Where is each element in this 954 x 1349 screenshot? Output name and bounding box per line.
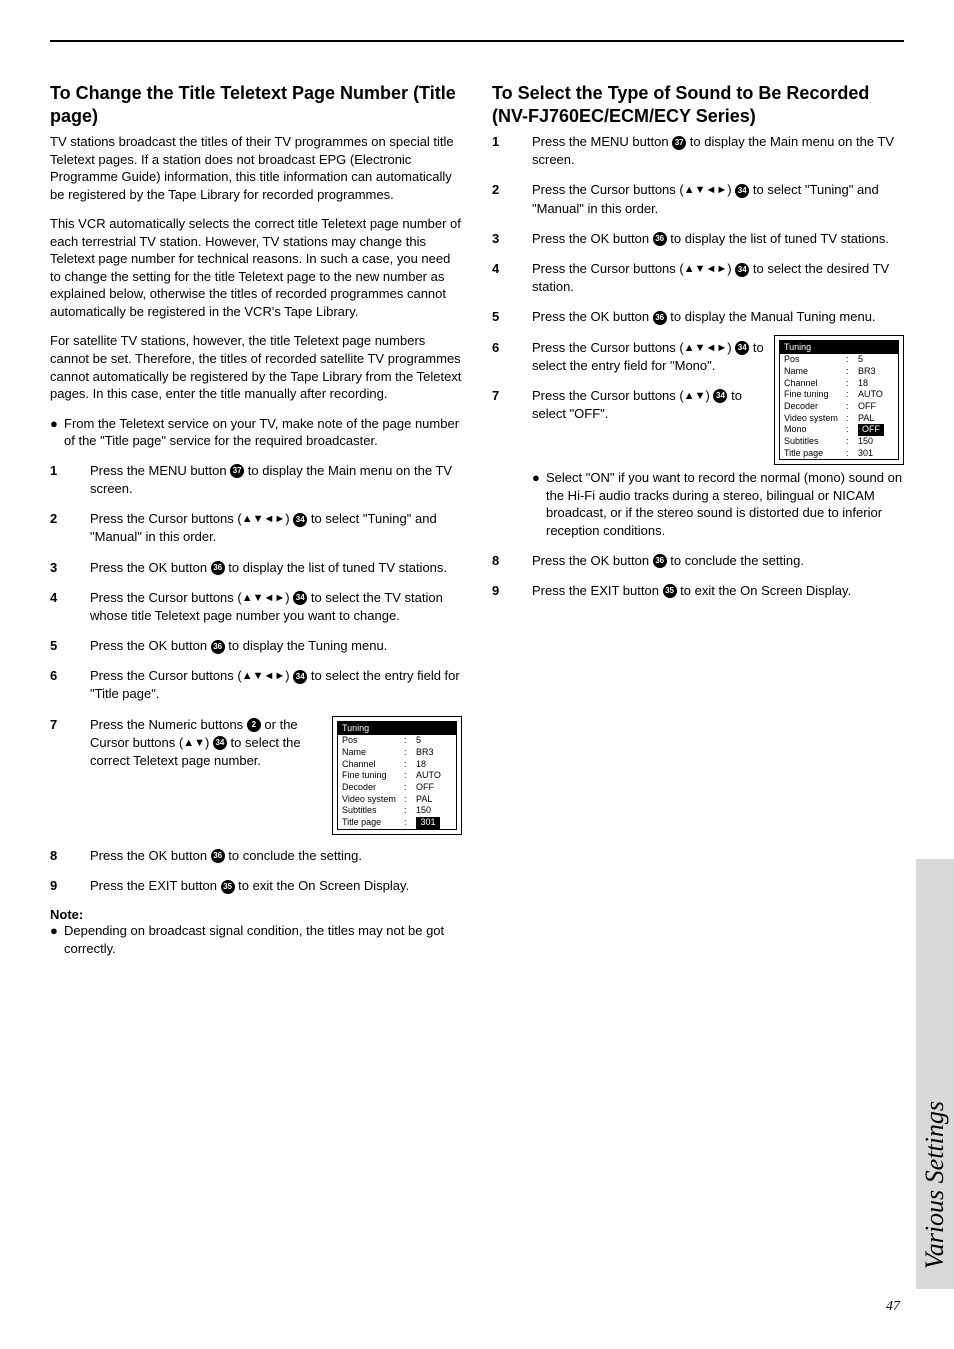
tuning-row: Title page:301 [338, 817, 456, 829]
right-step-7-bullet-text: Select "ON" if you want to record the no… [546, 469, 904, 539]
right-heading: To Select the Type of Sound to Be Record… [492, 82, 904, 127]
left-p2: This VCR automatically selects the corre… [50, 215, 462, 320]
tuning-row: Subtitles:150 [338, 805, 456, 817]
ref-34-icon: 34 [713, 389, 727, 403]
right-step-7-bullet: ● Select "ON" if you want to record the … [492, 465, 904, 539]
ref-34-icon: 34 [293, 591, 307, 605]
right-step-6: 6 Press the Cursor buttons (▲▼◄►) 34 to … [492, 339, 768, 375]
left-bullet: ● From the Teletext service on your TV, … [50, 415, 462, 450]
arrows4-icon: ▲▼◄► [242, 513, 286, 525]
tuning-row: Video system:PAL [338, 794, 456, 806]
ref-36-icon: 36 [653, 311, 667, 325]
tuning-row: Name:BR3 [780, 366, 898, 378]
arrows4-icon: ▲▼◄► [684, 341, 728, 353]
ref-2-icon: 2 [247, 718, 261, 732]
ref-35-icon: 35 [221, 880, 235, 894]
tuning-row: Pos:5 [338, 735, 456, 747]
arrows4-icon: ▲▼◄► [684, 184, 728, 196]
left-step-8: 8 Press the OK button 36 to conclude the… [50, 847, 462, 865]
ref-36-icon: 36 [211, 849, 225, 863]
ref-34-icon: 34 [213, 736, 227, 750]
tuning-row: Video system:PAL [780, 413, 898, 425]
tuning-box-right: Tuning Pos:5Name:BR3Channel:18Fine tunin… [774, 335, 904, 466]
ref-34-icon: 34 [293, 670, 307, 684]
ref-34-icon: 34 [735, 263, 749, 277]
ref-37-icon: 37 [672, 136, 686, 150]
right-step-5: 5 Press the OK button 36 to display the … [492, 308, 904, 326]
left-step-3: 3 Press the OK button 36 to display the … [50, 559, 462, 577]
right-step-9: 9 Press the EXIT button 35 to exit the O… [492, 582, 904, 600]
tuning-row: Channel:18 [780, 378, 898, 390]
arrows4-icon: ▲▼◄► [242, 670, 286, 682]
left-column: To Change the Title Teletext Page Number… [50, 82, 462, 969]
left-bullet-text: From the Teletext service on your TV, ma… [64, 415, 462, 450]
arrows4-icon: ▲▼◄► [684, 263, 728, 275]
note-label: Note: [50, 907, 462, 922]
ref-36-icon: 36 [653, 554, 667, 568]
tuning-row: Pos:5 [780, 354, 898, 366]
arrows2-icon: ▲▼ [684, 390, 706, 402]
left-step-7: 7 Press the Numeric buttons 2 or the Cur… [50, 716, 462, 835]
left-step-1: 1 Press the MENU button 37 to display th… [50, 462, 462, 498]
note-text: Depending on broadcast signal condition,… [64, 922, 462, 957]
left-step-4: 4 Press the Cursor buttons (▲▼◄►) 34 to … [50, 589, 462, 625]
tuning-row: Decoder:OFF [338, 782, 456, 794]
ref-37-icon: 37 [230, 464, 244, 478]
right-step-1: 1 Press the MENU button 37 to display th… [492, 133, 904, 169]
left-p1: TV stations broadcast the titles of thei… [50, 133, 462, 203]
top-rule [50, 40, 904, 42]
tuning-row: Fine tuning:AUTO [338, 770, 456, 782]
ref-36-icon: 36 [211, 640, 225, 654]
note-bullet: ● Depending on broadcast signal conditio… [50, 922, 462, 957]
tuning-row: Decoder:OFF [780, 401, 898, 413]
right-step-2: 2 Press the Cursor buttons (▲▼◄►) 34 to … [492, 181, 904, 217]
ref-36-icon: 36 [653, 232, 667, 246]
tuning-row: Mono:OFF [780, 424, 898, 436]
left-step-9: 9 Press the EXIT button 35 to exit the O… [50, 877, 462, 895]
right-step-8: 8 Press the OK button 36 to conclude the… [492, 552, 904, 570]
ref-35-icon: 35 [663, 584, 677, 598]
tuning-row: Title page:301 [780, 448, 898, 460]
right-step-7: 7 Press the Cursor buttons (▲▼) 34 to se… [492, 387, 768, 423]
right-step-4: 4 Press the Cursor buttons (▲▼◄►) 34 to … [492, 260, 904, 296]
side-tab: Various Settings [916, 859, 954, 1289]
tuning-row: Channel:18 [338, 759, 456, 771]
ref-34-icon: 34 [293, 513, 307, 527]
tuning-box-title: Tuning [338, 722, 456, 736]
right-step-3: 3 Press the OK button 36 to display the … [492, 230, 904, 248]
arrows2-icon: ▲▼ [183, 737, 205, 749]
ref-34-icon: 34 [735, 184, 749, 198]
left-step-6: 6 Press the Cursor buttons (▲▼◄►) 34 to … [50, 667, 462, 703]
right-column: To Select the Type of Sound to Be Record… [492, 82, 904, 969]
left-step-2: 2 Press the Cursor buttons (▲▼◄►) 34 to … [50, 510, 462, 546]
tuning-row: Fine tuning:AUTO [780, 389, 898, 401]
tuning-box-left: Tuning Pos:5Name:BR3Channel:18Fine tunin… [332, 716, 462, 835]
content-columns: To Change the Title Teletext Page Number… [50, 82, 904, 969]
left-heading: To Change the Title Teletext Page Number… [50, 82, 462, 127]
ref-36-icon: 36 [211, 561, 225, 575]
arrows4-icon: ▲▼◄► [242, 592, 286, 604]
tuning-row: Subtitles:150 [780, 436, 898, 448]
tuning-box-title: Tuning [780, 341, 898, 355]
tuning-row: Name:BR3 [338, 747, 456, 759]
side-tab-label: Various Settings [920, 1101, 950, 1269]
page-number: 47 [886, 1299, 900, 1315]
ref-34-icon: 34 [735, 341, 749, 355]
left-step-5: 5 Press the OK button 36 to display the … [50, 637, 462, 655]
left-p3: For satellite TV stations, however, the … [50, 332, 462, 402]
